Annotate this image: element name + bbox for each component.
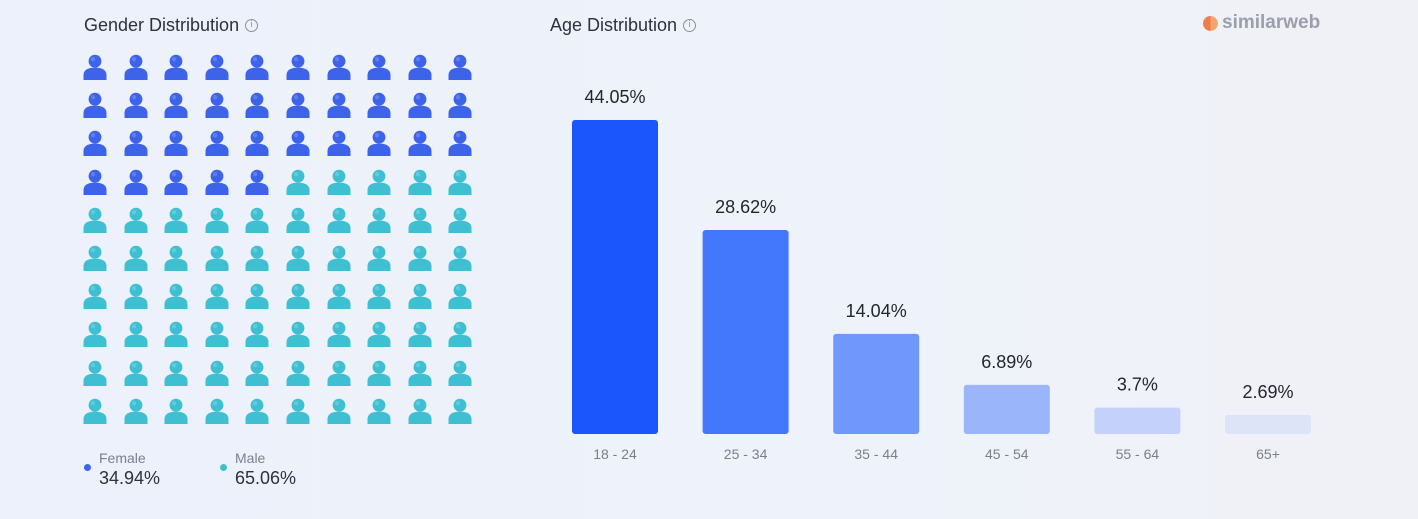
age-bar-value-label: 2.69%	[1242, 382, 1293, 402]
age-bar-value-label: 3.7%	[1117, 375, 1158, 395]
age-bar-2[interactable]	[833, 334, 919, 434]
age-bar-5[interactable]	[1225, 415, 1311, 434]
age-bar-4[interactable]	[1094, 408, 1180, 434]
age-bar-value-label: 6.89%	[981, 352, 1032, 372]
age-bar-value-label: 14.04%	[846, 301, 907, 321]
age-distribution-chart: 44.05% 18 - 24 28.62% 25 - 34 14.04% 35 - 44 6…	[0, 0, 1418, 519]
age-category-label: 18 - 24	[593, 446, 637, 462]
age-bar-3[interactable]	[964, 385, 1050, 434]
age-bar-1[interactable]	[703, 230, 789, 434]
age-category-label: 25 - 34	[724, 446, 768, 462]
age-bar-0[interactable]	[572, 120, 658, 434]
age-category-label: 45 - 54	[985, 446, 1029, 462]
age-bar-value-label: 28.62%	[715, 197, 776, 217]
age-category-label: 65+	[1256, 446, 1280, 462]
age-bar-value-label: 44.05%	[584, 87, 645, 107]
age-category-label: 35 - 44	[854, 446, 898, 462]
age-category-label: 55 - 64	[1116, 446, 1160, 462]
